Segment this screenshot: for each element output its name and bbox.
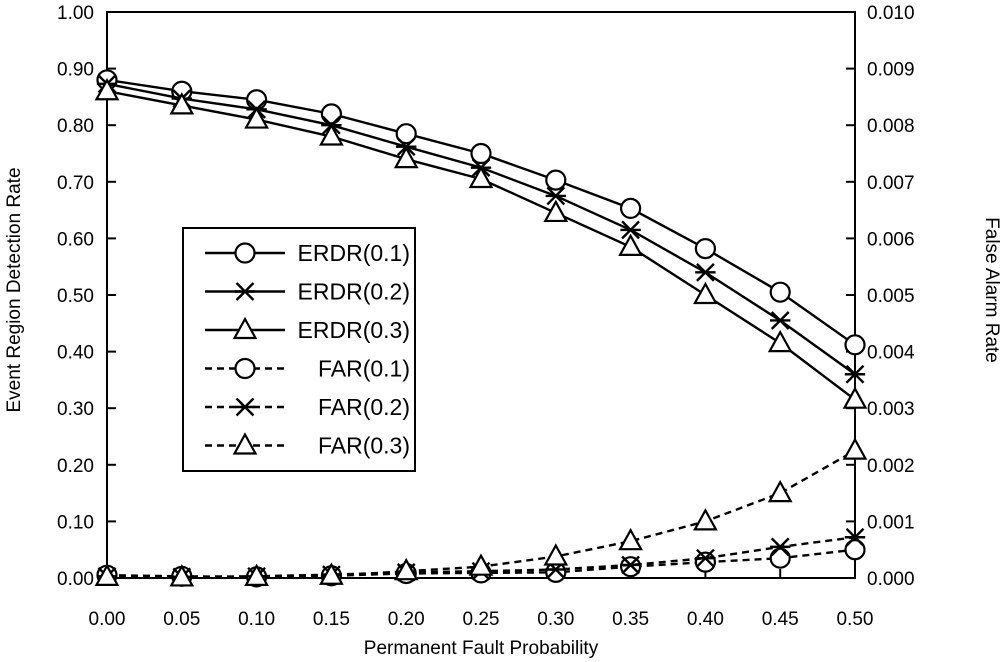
data-point-triangle	[618, 233, 643, 256]
legend-label: FAR(0.2)	[318, 394, 410, 420]
data-point-triangle	[693, 508, 718, 531]
y-tick-label: 0.40	[57, 343, 94, 364]
x-tick-label: 0.25	[463, 609, 500, 630]
legend-marker-circle	[234, 242, 256, 264]
y-axis-title: Event Region Detection Rate	[4, 167, 25, 412]
data-point-circle	[769, 547, 791, 569]
y2-tick-label: 0.001	[867, 512, 915, 533]
data-point-star	[844, 527, 866, 547]
data-point-circle	[320, 103, 342, 125]
x-tick-label: 0.00	[89, 609, 126, 630]
x-tick-label: 0.20	[388, 609, 425, 630]
data-point-triangle	[693, 281, 718, 305]
data-point-triangle	[842, 437, 868, 460]
data-point-circle	[844, 539, 866, 561]
series-erdr-0-3	[94, 77, 868, 409]
legend-box	[182, 227, 416, 472]
data-point-star	[844, 364, 866, 384]
y2-tick-label: 0.010	[867, 3, 915, 24]
data-point-circle	[769, 281, 791, 303]
data-point-star	[695, 263, 716, 282]
data-point-triangle	[767, 479, 793, 503]
data-point-circle	[545, 561, 567, 583]
legend-label: ERDR(0.2)	[298, 279, 410, 305]
y2-tick-label: 0.000	[867, 569, 915, 590]
y-tick-label: 0.90	[57, 60, 94, 81]
y2-tick-label: 0.004	[867, 343, 915, 364]
legend-label: ERDR(0.3)	[298, 317, 410, 343]
y2-axis-title: False Alarm Rate	[981, 217, 1000, 363]
x-tick-label: 0.40	[687, 609, 724, 630]
data-point-triangle	[618, 527, 643, 551]
x-tick-label: 0.35	[612, 609, 649, 630]
data-point-triangle	[468, 165, 494, 189]
x-tick-label: 0.45	[762, 609, 799, 630]
y-tick-label: 0.00	[57, 569, 94, 590]
y2-tick-label: 0.007	[867, 173, 915, 194]
data-point-triangle	[543, 199, 569, 223]
data-point-triangle	[94, 77, 120, 101]
data-point-circle	[619, 556, 642, 578]
x-tick-label: 0.30	[537, 609, 574, 630]
x-tick-label: 0.10	[238, 609, 275, 630]
x-tick-label: 0.15	[313, 609, 350, 630]
y2-tick-label: 0.005	[867, 286, 915, 307]
data-point-star	[620, 220, 641, 240]
data-point-triangle	[169, 92, 195, 115]
data-point-triangle	[393, 145, 419, 169]
series-far-0-3	[94, 437, 868, 587]
y2-tick-label: 0.003	[867, 399, 915, 420]
data-point-triangle	[468, 553, 494, 576]
axes: 0.00 0.10 0.20 0.30 0.40 0.50 0.60 0.70 0.80 0.90…	[57, 3, 915, 630]
data-point-triangle	[94, 563, 120, 586]
data-point-triangle	[393, 557, 419, 581]
data-point-triangle	[842, 386, 868, 409]
data-point-circle	[694, 237, 717, 260]
x-axis-title: Permanent Fault Probability	[364, 638, 599, 659]
data-point-circle	[545, 169, 567, 191]
data-point-circle	[470, 142, 492, 165]
data-point-triangle	[244, 563, 269, 586]
y-tick-label: 0.10	[57, 512, 94, 533]
y-tick-label: 0.30	[57, 399, 94, 420]
legend-label: FAR(0.1)	[318, 356, 410, 382]
y-tick-label: 0.60	[57, 229, 94, 250]
y-tick-label: 0.20	[57, 456, 94, 477]
data-point-circle	[395, 123, 417, 145]
y-tick-label: 0.50	[57, 286, 94, 307]
data-point-circle	[619, 197, 642, 220]
data-point-triangle	[767, 329, 793, 353]
y-tick-label: 1.00	[57, 3, 94, 24]
data-point-star	[770, 311, 791, 330]
x-tick-label: 0.05	[163, 609, 200, 630]
data-point-circle	[844, 334, 866, 356]
y-tick-label: 0.80	[57, 116, 94, 137]
data-point-triangle	[169, 564, 195, 587]
y-tick-label: 0.70	[57, 173, 94, 194]
data-point-circle	[694, 551, 717, 573]
data-point-triangle	[319, 562, 344, 585]
legend-marker-star	[234, 282, 256, 301]
legend-marker-triangle	[232, 316, 258, 340]
data-point-triangle	[244, 106, 269, 129]
y2-tick-label: 0.006	[867, 229, 915, 250]
y2-tick-label: 0.008	[867, 116, 915, 137]
series-layer	[94, 69, 868, 588]
y2-tick-label: 0.002	[867, 456, 915, 477]
legend: ERDR(0.1) ERDR(0.2) ERDR(0.3) FAR(0.1) FAR(0…	[182, 227, 416, 472]
x-tick-label: 0.50	[837, 609, 874, 630]
data-point-triangle	[543, 543, 569, 566]
legend-marker-star	[234, 397, 256, 417]
data-point-star	[695, 548, 716, 568]
data-point-star	[770, 537, 791, 557]
y2-tick-label: 0.009	[867, 60, 915, 81]
legend-marker-circle	[234, 357, 256, 380]
data-point-star	[620, 555, 641, 575]
legend-label: FAR(0.3)	[318, 433, 410, 459]
data-point-star	[545, 186, 566, 206]
legend-marker-triangle	[232, 432, 258, 455]
data-point-triangle	[319, 123, 344, 146]
legend-label: ERDR(0.1)	[298, 240, 410, 266]
